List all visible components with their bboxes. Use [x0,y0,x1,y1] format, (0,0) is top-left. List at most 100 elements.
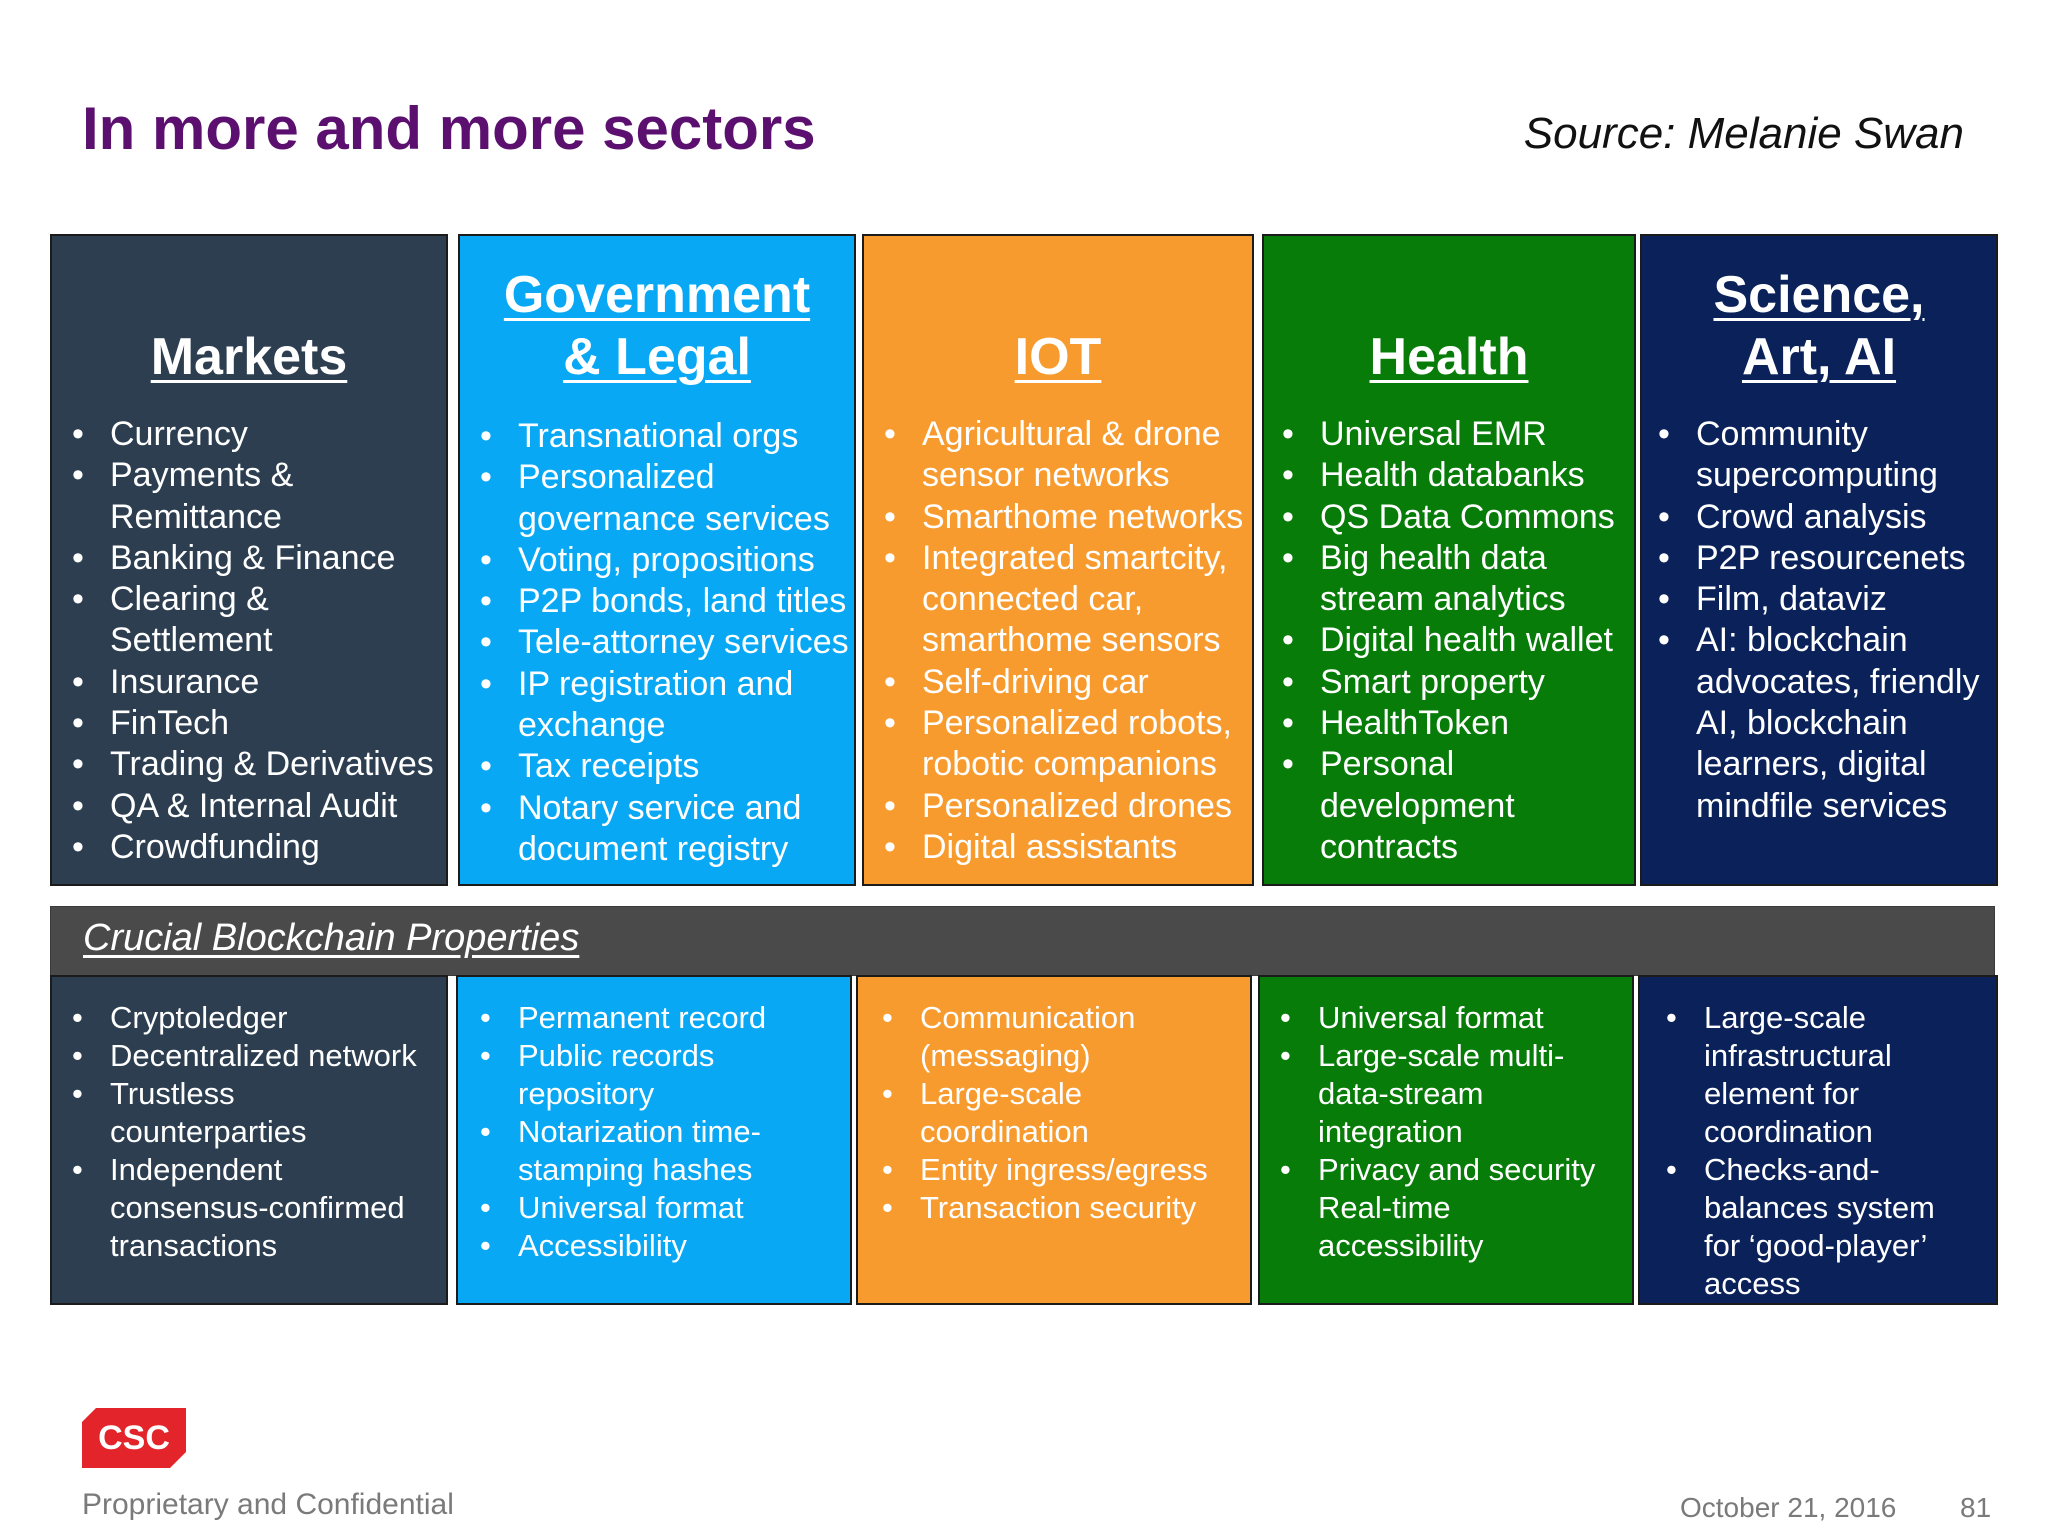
list-item: stream analytics [1320,580,1566,619]
list-item: Large-scale [880,1075,1248,1113]
properties-health: Universal format Large-scale multi- data… [1258,975,1634,1305]
list-item: FinTech [70,703,442,745]
list-item: AI: blockchain [1656,620,1994,662]
list-item: Insurance [70,662,442,704]
list-item: Tele-attorney services [478,622,852,664]
list-item: Remittance [110,497,282,536]
list-item: Transnational orgs [478,416,852,458]
list-item: access [1704,1266,1801,1301]
list-item: data-stream [1318,1076,1484,1111]
footer-date: October 21, 2016 [1680,1492,1897,1523]
list-item: Personalized robots, [882,703,1250,745]
list-item: Film, dataviz [1656,579,1994,621]
list-item: Digital assistants [882,827,1250,869]
sector-heading: Science, Art, AI [1642,264,1996,388]
sector-science-art-ai: Science, Art, AI Community supercomputin… [1640,234,1998,886]
list-item: Checks-and- [1664,1151,1994,1189]
list-item: Transaction security [880,1189,1248,1227]
list-item: balances system [1704,1190,1935,1225]
list-item: Voting, propositions [478,540,852,582]
properties-markets: Cryptoledger Decentralized network Trust… [50,975,448,1305]
list-item: connected car, [922,580,1144,619]
list-item: QA & Internal Audit [70,786,442,828]
sector-government-legal: Government & Legal Transnational orgs Pe… [458,234,856,886]
list-item: Decentralized network [70,1037,444,1075]
list-item: P2P resourcenets [1656,538,1994,580]
sector-heading: IOT [1014,328,1102,386]
list-item: infrastructural [1704,1038,1892,1073]
list-item: Personalized [478,457,852,499]
list-item: development [1320,786,1515,825]
property-item-list: Cryptoledger Decentralized network Trust… [70,999,444,1265]
list-item: Notarization time- [478,1113,848,1151]
list-item: Crowd analysis [1656,497,1994,539]
properties-science-art-ai: Large-scale infrastructural element for … [1638,975,1998,1305]
property-item-list: Communication (messaging) Large-scale co… [880,999,1248,1227]
list-item: robotic companions [922,745,1217,784]
list-item: accessibility [1318,1228,1484,1263]
list-item: Clearing & [70,579,442,621]
list-item: Entity ingress/egress [880,1151,1248,1189]
sector-item-list: Currency Payments & Remittance Banking &… [70,414,442,869]
list-item: Universal format [1278,999,1630,1037]
list-item: transactions [110,1228,278,1263]
list-item: P2P bonds, land titles [478,581,852,623]
list-item: document registry [518,829,789,868]
list-item: repository [518,1076,655,1111]
list-item: mindfile services [1696,786,1948,825]
list-item: Personal [1280,744,1632,786]
list-item: Trading & Derivatives [70,744,442,786]
banner-title: Crucial Blockchain Properties [83,917,580,959]
logo-text: CSC [98,1419,170,1457]
sector-heading: Markets [150,328,348,386]
list-item: exchange [518,706,666,745]
list-item: Big health data [1280,538,1632,580]
list-item: (messaging) [920,1038,1091,1073]
list-item: Cryptoledger [70,999,444,1037]
list-item: IP registration and [478,664,852,706]
list-item: Currency [70,414,442,456]
list-item: Trustless [70,1075,444,1113]
sector-heading: Health [1369,328,1529,386]
list-item: consensus-confirmed [110,1190,405,1225]
list-item: stamping hashes [518,1152,753,1187]
list-item: for ‘good-player’ [1704,1228,1928,1263]
sector-heading: Government & Legal [460,264,854,388]
sector-heading-line: & Legal [563,328,751,386]
source-attribution: Source: Melanie Swan [1523,109,1964,158]
sector-heading-line: Art, AI [1741,328,1897,386]
slide-title: In more and more sectors [82,95,816,162]
list-item: Integrated smartcity, [882,538,1250,580]
list-item: integration [1318,1114,1463,1149]
list-item: sensor networks [922,456,1170,495]
list-item: Universal EMR [1280,414,1632,456]
list-item: AI, blockchain [1696,704,1908,743]
list-item: Independent [70,1151,444,1189]
list-item: Notary service and [478,788,852,830]
list-item: Banking & Finance [70,538,442,580]
list-item: Community [1656,414,1994,456]
properties-iot: Communication (messaging) Large-scale co… [856,975,1252,1305]
list-item: Settlement [110,621,273,660]
sector-heading-line: Science, [1713,266,1925,324]
page-number: 81 [1960,1492,1992,1523]
list-item: Tax receipts [478,746,852,788]
sector-item-list: Universal EMR Health databanks QS Data C… [1280,414,1632,868]
list-item: Digital health wallet [1280,620,1632,662]
list-item: governance services [518,499,830,538]
sector-markets: Markets Currency Payments & Remittance B… [50,234,448,886]
list-item: Public records [478,1037,848,1075]
list-item: Smarthome networks [882,497,1250,539]
csc-logo: CSC [82,1408,186,1468]
list-item: contracts [1320,827,1458,866]
list-item: Payments & [70,455,442,497]
list-item: coordination [1704,1114,1873,1149]
list-item: Health databanks [1280,455,1632,497]
sector-health: Health Universal EMR Health databanks QS… [1262,234,1636,886]
list-item: learners, digital [1696,745,1927,784]
list-item: Crowdfunding [70,827,442,869]
list-item: Large-scale [1664,999,1994,1037]
list-item: Universal format [478,1189,848,1227]
list-item: Real-time [1318,1190,1451,1225]
sector-heading-line: Government [503,266,811,324]
